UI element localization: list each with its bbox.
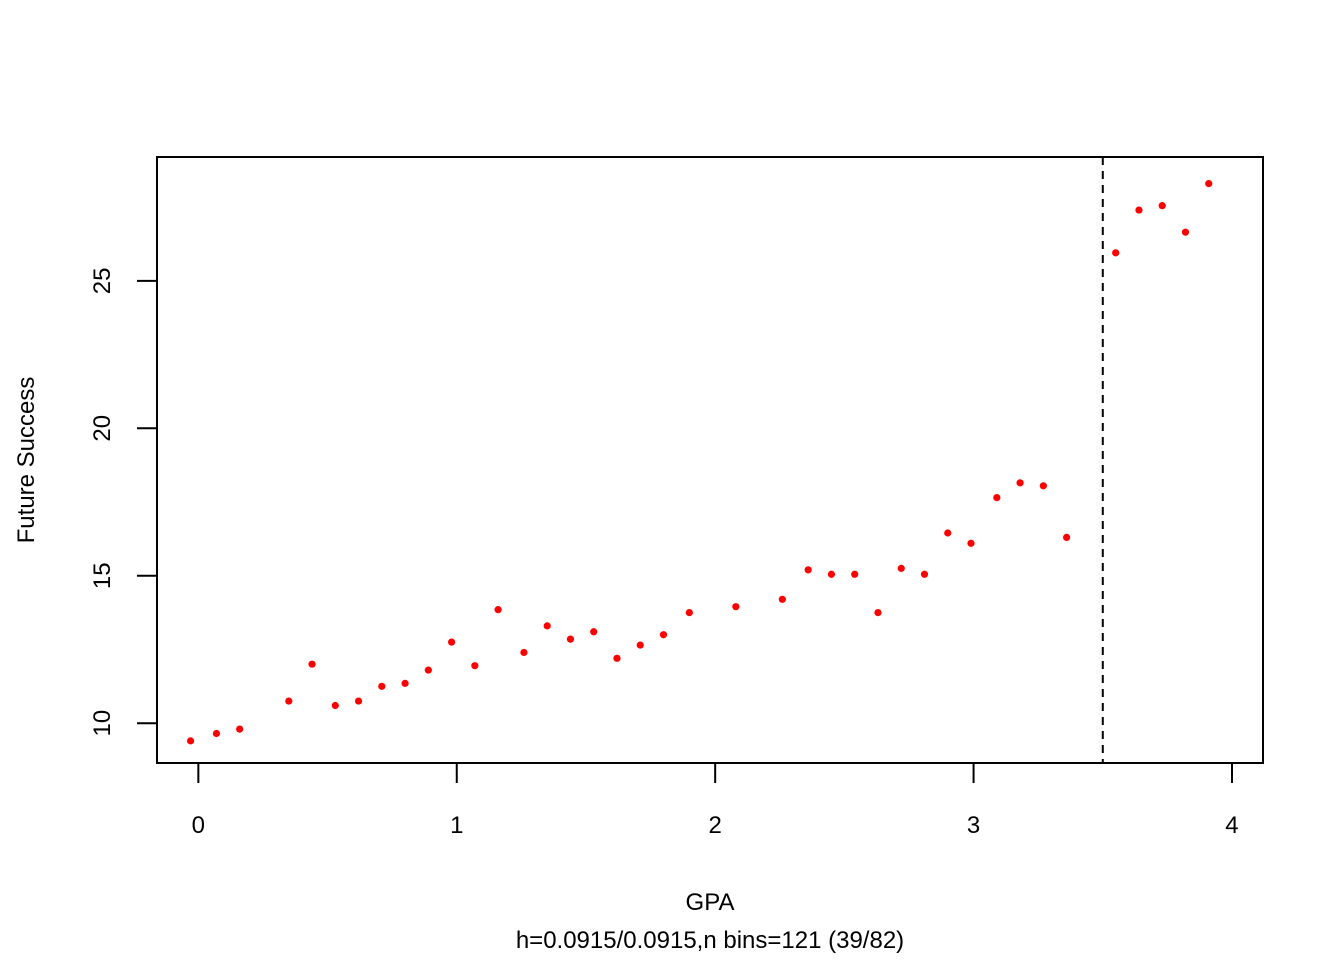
data-point bbox=[874, 609, 882, 617]
data-point bbox=[1205, 179, 1213, 188]
data-point bbox=[424, 666, 432, 674]
data-point bbox=[590, 628, 598, 636]
data-point bbox=[1039, 482, 1047, 490]
data-point bbox=[897, 564, 905, 572]
y-tick-label: 10 bbox=[89, 710, 116, 737]
y-axis-label: Future Success bbox=[13, 377, 40, 544]
data-point bbox=[308, 660, 316, 668]
data-point bbox=[944, 529, 952, 537]
data-point bbox=[494, 606, 502, 614]
data-point bbox=[778, 595, 786, 603]
data-point bbox=[1181, 228, 1190, 236]
data-point bbox=[401, 679, 409, 687]
x-axis: 0 1 2 3 4 bbox=[192, 762, 1239, 839]
data-point bbox=[636, 641, 644, 649]
x-tick-label: 0 bbox=[192, 812, 205, 839]
data-points bbox=[186, 179, 1213, 745]
data-point bbox=[1063, 533, 1071, 542]
y-axis: 10 15 20 25 bbox=[89, 268, 158, 737]
data-point bbox=[236, 725, 244, 733]
data-point bbox=[851, 570, 859, 578]
data-point bbox=[1158, 202, 1166, 210]
data-point bbox=[331, 701, 339, 710]
data-point bbox=[827, 570, 836, 578]
data-point bbox=[993, 493, 1001, 502]
data-point bbox=[804, 566, 812, 574]
data-point bbox=[1112, 249, 1120, 257]
data-point bbox=[566, 635, 575, 643]
data-point bbox=[520, 648, 528, 657]
data-point bbox=[471, 662, 479, 670]
data-point bbox=[1016, 479, 1024, 487]
data-point bbox=[447, 638, 456, 646]
data-point bbox=[613, 654, 621, 662]
data-point bbox=[212, 729, 221, 738]
x-tick-label: 2 bbox=[708, 812, 721, 839]
x-axis-label: GPA bbox=[686, 889, 735, 916]
y-tick-label: 20 bbox=[89, 415, 116, 442]
data-point bbox=[378, 682, 386, 690]
data-point bbox=[543, 622, 551, 630]
data-point bbox=[967, 539, 975, 547]
data-point bbox=[920, 570, 929, 578]
y-tick-label: 15 bbox=[89, 562, 116, 589]
plot-frame bbox=[156, 156, 1264, 764]
data-point bbox=[659, 631, 668, 639]
y-tick-label: 25 bbox=[89, 268, 116, 295]
data-point bbox=[1135, 206, 1143, 214]
data-point bbox=[685, 609, 693, 617]
x-tick-label: 4 bbox=[1225, 812, 1238, 839]
data-point bbox=[732, 603, 740, 611]
data-point bbox=[285, 697, 293, 705]
x-axis-subtitle: h=0.0915/0.0915,n bins=121 (39/82) bbox=[516, 927, 904, 954]
x-tick-label: 3 bbox=[967, 812, 980, 839]
x-tick-label: 1 bbox=[450, 812, 463, 839]
data-point bbox=[354, 697, 363, 705]
data-point bbox=[186, 737, 195, 745]
